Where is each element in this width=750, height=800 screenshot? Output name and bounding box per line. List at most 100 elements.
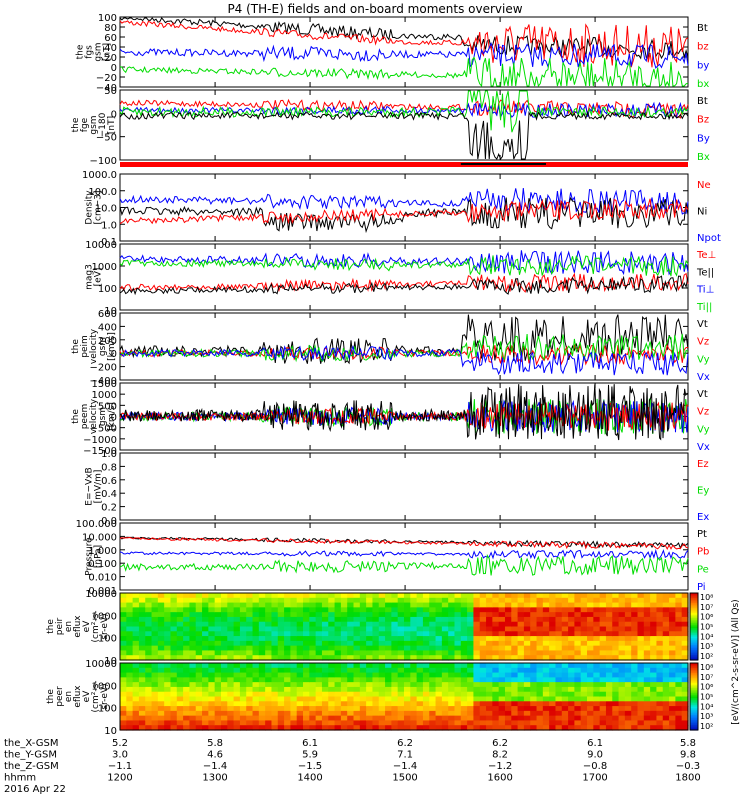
spectrogram-cell	[631, 593, 639, 599]
spectrogram-cell	[183, 636, 191, 642]
spectrogram-cell	[593, 636, 601, 642]
spectrogram-cell	[549, 715, 557, 722]
spectrogram-cell	[265, 636, 273, 642]
spectrogram-cell	[252, 602, 260, 608]
spectrogram-cell	[176, 701, 184, 707]
spectrogram-cell	[416, 663, 424, 669]
spectrogram-cell	[580, 720, 588, 726]
spectrogram-cell	[498, 631, 506, 637]
spectrogram-cell	[542, 602, 550, 608]
legend-entry: Ez	[697, 459, 709, 470]
spectrogram-cell	[214, 725, 222, 731]
spectrogram-cell	[605, 677, 613, 683]
spectrogram-cell	[252, 686, 260, 693]
spectrogram-cell	[568, 686, 575, 693]
spectrogram-cell	[631, 720, 639, 726]
spectrogram-cell	[347, 612, 355, 618]
spectrogram-cell	[580, 701, 588, 707]
spectrogram-cell	[202, 640, 209, 647]
spectrogram-cell	[561, 667, 569, 674]
spectrogram-cell	[568, 655, 575, 661]
spectrogram-cell	[378, 636, 386, 642]
spectrogram-cell	[612, 616, 620, 623]
spectrogram-cell	[397, 720, 405, 726]
spectrogram-cell	[372, 715, 380, 722]
spectrogram-cell	[208, 672, 216, 678]
spectrogram-cell	[479, 621, 487, 628]
spectrogram-cell	[669, 682, 676, 688]
spectrogram-cell	[460, 593, 468, 599]
spectrogram-cell	[624, 631, 632, 637]
spectrogram-cell	[523, 677, 531, 683]
spectrogram-cell	[517, 616, 525, 623]
spectrogram-cell	[157, 616, 165, 623]
spectrogram-cell	[580, 706, 588, 712]
y-axis-label: [cm−3]	[94, 190, 104, 224]
spectrogram-cell	[587, 663, 594, 669]
spectrogram-cell	[410, 725, 418, 731]
spectrogram-cell	[530, 645, 538, 652]
spectrogram-cell	[498, 725, 506, 731]
spectrogram-cell	[214, 602, 222, 608]
spectrogram-cell	[252, 706, 260, 712]
spectrogram-cell	[517, 663, 525, 669]
spectrogram-cell	[385, 636, 392, 642]
spectrogram-cell	[189, 607, 197, 613]
spectrogram-cell	[416, 710, 424, 717]
spectrogram-cell	[681, 612, 689, 618]
spectrogram-cell	[536, 706, 544, 712]
spectrogram-cell	[599, 715, 607, 722]
spectrogram-cell	[120, 701, 127, 707]
spectrogram-cell	[334, 667, 342, 674]
spectrogram-cell	[492, 720, 500, 726]
y-tick-label: 100.000	[76, 519, 117, 530]
spectrogram-cell	[549, 701, 557, 707]
spectrogram-cell	[448, 682, 456, 688]
spectrogram-cell	[669, 725, 676, 731]
spectrogram-cell	[435, 677, 443, 683]
spectrogram-cell	[164, 655, 172, 661]
spectrogram-cell	[214, 640, 222, 647]
spectrogram-cell	[183, 667, 191, 674]
colorbar-cell	[690, 596, 698, 599]
spectrogram-cell	[542, 667, 550, 674]
spectrogram-cell	[422, 686, 430, 693]
spectrogram-cell	[309, 672, 317, 678]
spectrogram-cell	[435, 612, 443, 618]
spectrogram-cell	[195, 640, 203, 647]
x-tick-label: 5.8	[680, 738, 696, 749]
spectrogram-cell	[643, 686, 651, 693]
chart-title: P4 (TH-E) fields and on-board moments ov…	[227, 2, 523, 16]
spectrogram-cell	[593, 701, 601, 707]
spectrogram-cell	[568, 691, 575, 698]
spectrogram-cell	[151, 715, 159, 722]
spectrogram-cell	[662, 706, 670, 712]
spectrogram-cell	[542, 597, 550, 604]
spectrogram-cell	[542, 725, 550, 731]
spectrogram-cell	[624, 593, 632, 599]
spectrogram-cell	[448, 720, 456, 726]
spectrogram-cell	[397, 597, 405, 604]
spectrogram-cell	[454, 715, 462, 722]
spectrogram-cell	[530, 631, 538, 637]
x-tick-label: 5.9	[302, 750, 318, 761]
spectrogram-cell	[555, 650, 563, 656]
spectrogram-cell	[145, 677, 153, 683]
colorbar-cell	[690, 669, 698, 672]
spectrogram-cell	[555, 621, 563, 628]
spectrogram-cell	[612, 593, 620, 599]
spectrogram-cell	[511, 663, 519, 669]
spectrogram-cell	[429, 696, 437, 702]
spectrogram-cell	[391, 706, 399, 712]
spectrogram-cell	[429, 682, 437, 688]
panel-frame	[119, 452, 689, 521]
spectrogram-cell	[473, 631, 481, 637]
spectrogram-cell	[157, 691, 165, 698]
spectrogram-cell	[656, 710, 664, 717]
spectrogram-cell	[549, 667, 557, 674]
spectrogram-cell	[309, 710, 317, 717]
spectrogram-cell	[435, 672, 443, 678]
spectrogram-cell	[587, 715, 594, 722]
spectrogram-cell	[410, 667, 418, 674]
spectrogram-cell	[662, 710, 670, 717]
